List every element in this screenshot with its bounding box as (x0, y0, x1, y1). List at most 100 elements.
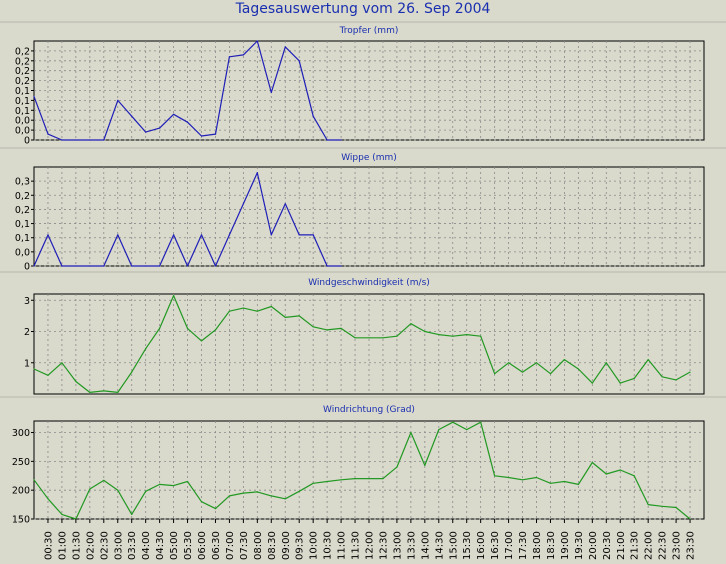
chart-3-data-point (675, 379, 677, 381)
chart-1-data-point (200, 135, 203, 137)
chart-4-data-point (591, 461, 593, 464)
chart-3-data-point (312, 326, 314, 328)
chart-2-ytick-label: 0,1 (15, 233, 30, 244)
chart-2-data-point (228, 234, 230, 236)
chart-1-data-point (75, 139, 77, 141)
x-tick-label: 16:00 (476, 531, 487, 560)
chart-4-data-point (647, 504, 649, 506)
chart-1-data-point (145, 131, 147, 133)
chart-1-data-point (61, 139, 63, 141)
chart-2-data-point (89, 265, 91, 267)
chart-2-data-point (33, 265, 35, 267)
chart-3-data-point (647, 359, 649, 361)
chart-4-data-point (549, 482, 552, 484)
chart-4-data-point (396, 466, 398, 468)
x-tick-label: 14:00 (420, 531, 431, 560)
chart-4-data-point (424, 464, 426, 466)
chart-4-data-point (494, 475, 496, 477)
chart-4-data-point (270, 495, 272, 497)
x-tick-label: 05:00 (169, 531, 180, 560)
chart-4-data-point (535, 476, 538, 479)
chart-2-data-point (242, 203, 244, 205)
x-tick-label: 06:30 (211, 531, 222, 560)
chart-1-data-point (103, 139, 105, 141)
chart-1-data-point (214, 133, 217, 135)
x-tick-label: 04:00 (141, 531, 152, 560)
x-tick-label: 03:30 (127, 531, 138, 560)
chart-4-data-point (410, 431, 412, 434)
chart-4-data-point (675, 506, 677, 509)
chart-4-data-point (103, 479, 105, 481)
chart-3-data-point (466, 334, 468, 336)
chart-2-ytick-label: 0 (24, 262, 30, 273)
chart-3-data-point (382, 337, 384, 339)
chart-1-data-point (186, 121, 189, 123)
chart-1-data-point (340, 139, 342, 141)
chart-3-data-point (242, 307, 244, 309)
chart-3-data-point (521, 371, 524, 373)
chart-4-series-line (33, 421, 691, 520)
chart-3-data-point (256, 310, 258, 312)
x-tick-label: 17:00 (504, 531, 515, 560)
chart-2-ytick-label: 0,1 (15, 219, 30, 230)
chart-4-data-point (521, 479, 524, 481)
x-tick-label: 01:30 (71, 531, 82, 560)
chart-4-data-point (186, 480, 189, 483)
chart-4-data-point (200, 501, 203, 503)
x-tick-label: 06:00 (197, 531, 208, 560)
chart-3-data-point (563, 359, 566, 361)
x-tick-label: 09:30 (295, 531, 306, 560)
chart-2-data-point (131, 265, 133, 267)
chart-1-data-point (242, 54, 244, 56)
chart-4-data-point (242, 492, 244, 494)
x-tick-label: 02:30 (99, 531, 110, 560)
chart-3-data-point (298, 315, 300, 317)
chart-1-ytick-label: 0,0 (15, 126, 30, 137)
chart-3-data-point (173, 295, 175, 297)
x-tick-label: 13:30 (406, 531, 417, 560)
chart-3-data-point (145, 348, 147, 350)
chart-2-data-point (298, 234, 300, 236)
chart-1-title: Tropfer (mm) (339, 26, 399, 36)
chart-3-data-point (577, 368, 580, 370)
chart-1-ytick-label: 0,2 (15, 76, 30, 87)
chart-1-ytick-label: 0,2 (15, 56, 30, 67)
chart-4-ytick-label: 300 (12, 428, 30, 439)
chart-4-data-point (452, 421, 454, 423)
chart-3-data-point (214, 329, 217, 331)
x-tick-label: 21:30 (630, 531, 641, 560)
chart-2-data-point (312, 234, 314, 236)
chart-3-data-point (186, 327, 189, 329)
chart-4-plot-area (33, 420, 705, 520)
chart-4-data-point (159, 483, 161, 485)
chart-4-data-point (508, 476, 510, 479)
chart-3-data-point (438, 334, 440, 336)
chart-3-title: Windgeschwindigkeit (m/s) (308, 278, 430, 288)
chart-2-ytick-label: 0,2 (15, 191, 30, 202)
chart-4-ytick-label: 150 (12, 515, 30, 526)
chart-4-data-point (438, 429, 440, 431)
chart-2-data-point (256, 172, 258, 174)
chart-2-data-point (145, 265, 147, 267)
chart-4-data-point (61, 513, 63, 516)
chart-3-data-point (535, 362, 538, 364)
chart-4-data-point (298, 490, 300, 492)
x-tick-label: 22:00 (644, 531, 655, 560)
chart-3-data-point (410, 323, 412, 325)
x-tick-label: 08:30 (267, 531, 278, 560)
chart-1-data-point (270, 91, 272, 94)
chart-1-data-point (33, 95, 35, 97)
x-tick-label: 16:30 (490, 531, 501, 560)
chart-3-data-point (591, 382, 593, 384)
chart-4-data-point (173, 485, 175, 487)
x-tick-label: 23:00 (672, 531, 683, 560)
x-tick-label: 13:00 (392, 531, 403, 560)
chart-1-data-point (89, 139, 91, 141)
chart-2-data-point (173, 234, 175, 236)
chart-2-plot-area (33, 166, 705, 267)
chart-4-data-point (89, 488, 91, 490)
chart-3-data-point (200, 340, 203, 342)
x-tick-label: 03:00 (113, 531, 124, 560)
chart-1-data-point (284, 46, 286, 48)
x-tick-label: 09:00 (281, 531, 292, 560)
